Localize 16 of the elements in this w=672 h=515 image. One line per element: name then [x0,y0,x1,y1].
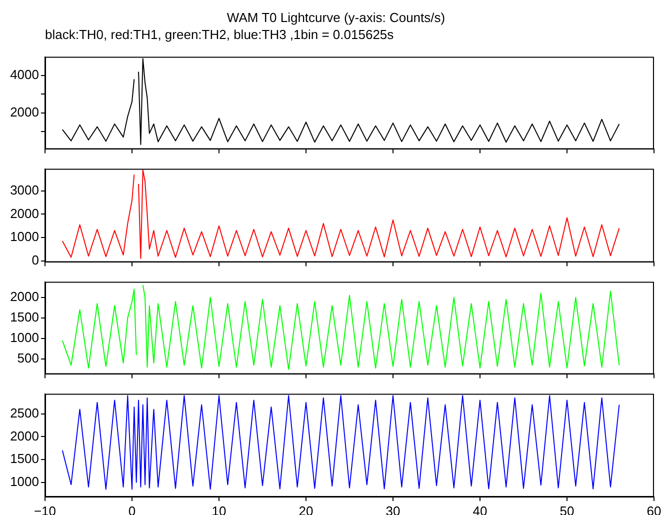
chart-subtitle: black:TH0, red:TH1, green:TH2, blue:TH3 ,1bin = 0.015625s [45,27,394,42]
y-tick-label: 1000 [10,330,39,346]
y-tick-label: 1000 [10,229,39,244]
chart-title: WAM T0 Lightcurve (y-axis: Counts/s) [226,10,446,25]
y-tick-label: 3000 [10,182,39,198]
y-tick-label: 2000 [10,288,39,304]
y-tick-label: 2000 [10,428,39,444]
y-tick-label: 4000 [10,67,39,82]
y-tick-label: 2000 [10,206,39,221]
y-tick-label: 1500 [10,310,39,325]
y-tick-label: 500 [17,350,39,366]
y-tick-label: 1000 [10,474,39,489]
y-tick-label: 2500 [10,405,39,420]
y-tick-label: 0 [32,252,39,268]
y-tick-label: 2000 [10,104,39,120]
y-tick-label: 1500 [10,451,39,466]
